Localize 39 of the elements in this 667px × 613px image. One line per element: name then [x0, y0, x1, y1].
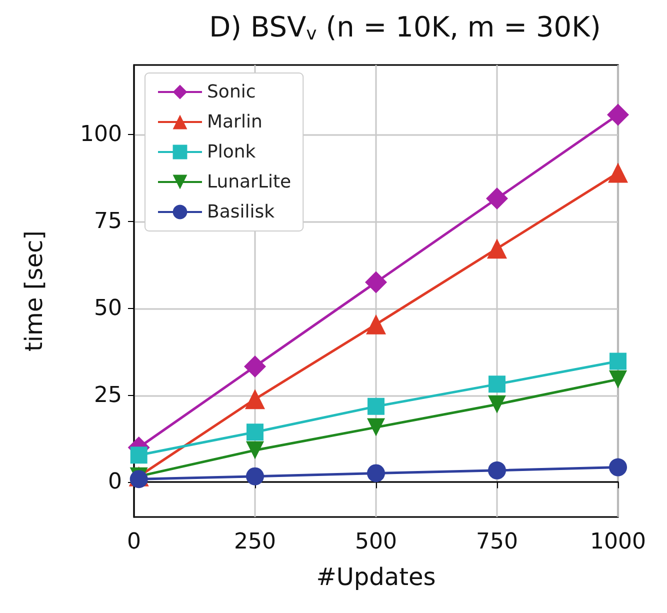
point — [246, 424, 264, 441]
point — [487, 238, 507, 259]
point — [245, 389, 265, 410]
point — [607, 104, 629, 126]
point — [488, 461, 506, 480]
legend-label: LunarLite — [207, 172, 292, 192]
point — [130, 446, 148, 464]
y-axis-title: time [sec] — [20, 230, 48, 352]
x-tick-label: 750 — [476, 530, 518, 554]
point — [367, 418, 385, 436]
legend-label: Plonk — [207, 142, 256, 162]
legend-label: Marlin — [207, 112, 262, 132]
point — [486, 188, 508, 210]
point — [244, 355, 266, 378]
point — [609, 370, 627, 388]
point — [488, 376, 506, 393]
point — [488, 395, 506, 414]
point — [368, 398, 384, 415]
y-tick-label: 25 — [94, 382, 122, 408]
point — [130, 470, 148, 488]
x-tick-label: 250 — [234, 530, 276, 554]
point — [365, 271, 387, 294]
point — [246, 441, 264, 460]
point — [608, 162, 628, 183]
legend-label: Sonic — [207, 82, 256, 102]
x-tick-label: 0 — [127, 530, 141, 554]
y-tick-label: 100 — [80, 122, 122, 148]
point — [246, 467, 264, 486]
legend-label: Basilisk — [207, 202, 276, 222]
point — [366, 314, 386, 334]
point — [367, 464, 385, 482]
y-tick-label: 0 — [108, 470, 122, 495]
point — [610, 352, 626, 370]
x-tick-label: 1000 — [590, 530, 646, 554]
x-axis-title: #Updates — [316, 563, 436, 591]
y-tick-label: 75 — [94, 208, 122, 234]
y-tick-label: 50 — [94, 296, 122, 321]
x-tick-label: 500 — [355, 530, 397, 554]
point — [609, 458, 627, 476]
